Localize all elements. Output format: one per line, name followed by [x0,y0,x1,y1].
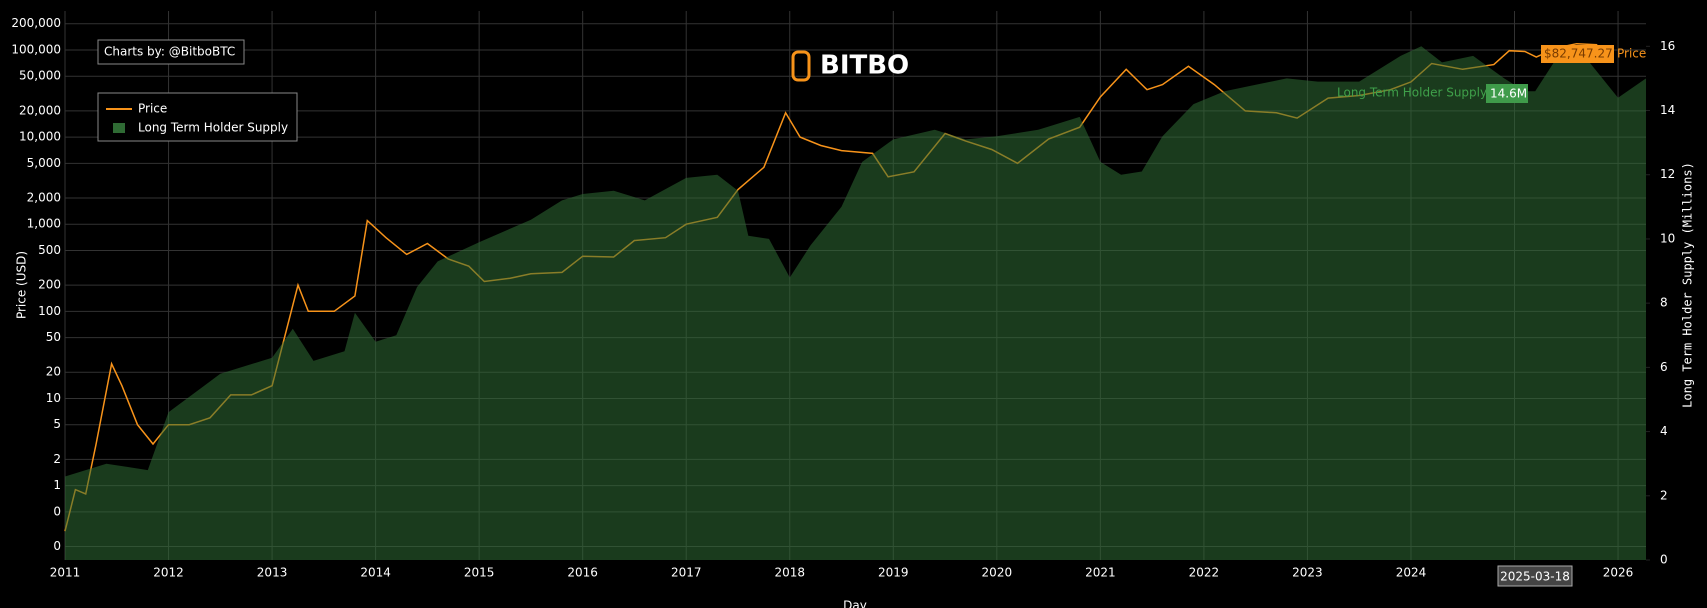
x-tick-label: 2014 [360,566,391,580]
credit-box [97,39,245,65]
legend-swatch [113,123,125,133]
x-tick-label: 2013 [257,566,288,580]
price-tag [1541,45,1614,63]
credit-text: Charts by: @BitboBTC [104,45,235,59]
supply-area [65,46,1646,561]
logo-mark [791,50,811,82]
y-tick-label: 1,000 [27,217,61,231]
hover-date: 2025-03-18 [1500,570,1570,584]
y-tick-label: 20,000 [19,103,61,117]
supply-tag-name: Long Term Holder Supply [1337,86,1487,100]
y-tick-label: 0 [53,504,61,518]
x-axis-title: Day [843,599,867,608]
hover-date-box [1497,565,1573,587]
supply-tag-text: 14.6M [1490,87,1527,101]
y2-tick-label: 10 [1660,231,1675,245]
y-tick-label: 2 [53,452,61,466]
y2-tick-label: 2 [1660,488,1668,502]
x-tick-label: 2011 [50,566,81,580]
x-tick-label: 2020 [982,566,1013,580]
y-tick-label: 100,000 [11,42,61,56]
y-tick-label: 10,000 [19,130,61,144]
logo: BITBO [820,51,909,81]
price-tag-name: Price [1617,47,1646,61]
x-tick-label: 2021 [1085,566,1116,580]
x-tick-label: 2026 [1603,566,1634,580]
legend-box [97,92,298,142]
y-tick-label: 500 [38,243,61,257]
x-tick-label: 2017 [671,566,702,580]
x-tick-label: 2015 [464,566,495,580]
y2-axis-title: Long Term Holder Supply (Millions) [1681,162,1695,408]
x-tick-label: 2024 [1396,566,1427,580]
y2-tick-label: 16 [1660,39,1675,53]
x-tick-label: 2012 [153,566,184,580]
y-tick-label: 50,000 [19,69,61,83]
y-tick-label: 200,000 [11,16,61,30]
y2-tick-label: 0 [1660,553,1668,567]
legend-label: Long Term Holder Supply [138,121,288,135]
x-tick-label: 2016 [567,566,598,580]
y-tick-label: 1 [53,478,61,492]
x-tick-label: 2023 [1292,566,1323,580]
y-tick-label: 2,000 [27,190,61,204]
y2-tick-label: 6 [1660,360,1668,374]
y-tick-label: 200 [38,278,61,292]
x-tick-label: 2022 [1189,566,1220,580]
y-tick-label: 5,000 [27,156,61,170]
x-tick-label: 2018 [774,566,805,580]
y-tick-label: 5 [53,417,61,431]
y-tick-label: 10 [46,391,61,405]
y-tick-label: 50 [46,330,61,344]
legend-label: Price [138,102,167,116]
legend: Price Long Term Holder Supply [97,92,298,142]
y2-tick-label: 4 [1660,424,1668,438]
y2-tick-label: 14 [1660,103,1675,117]
price-tag-text: $82,747.27 [1544,47,1613,61]
y2-tick-label: 8 [1660,296,1668,310]
y-axis-title: Price (USD) [15,251,29,319]
y-tick-label: 0 [53,539,61,553]
supply-tag [1486,84,1528,103]
y-tick-label: 20 [46,365,61,379]
x-tick-label: 2019 [878,566,909,580]
y-tick-label: 100 [38,304,61,318]
y2-tick-label: 12 [1660,167,1675,181]
